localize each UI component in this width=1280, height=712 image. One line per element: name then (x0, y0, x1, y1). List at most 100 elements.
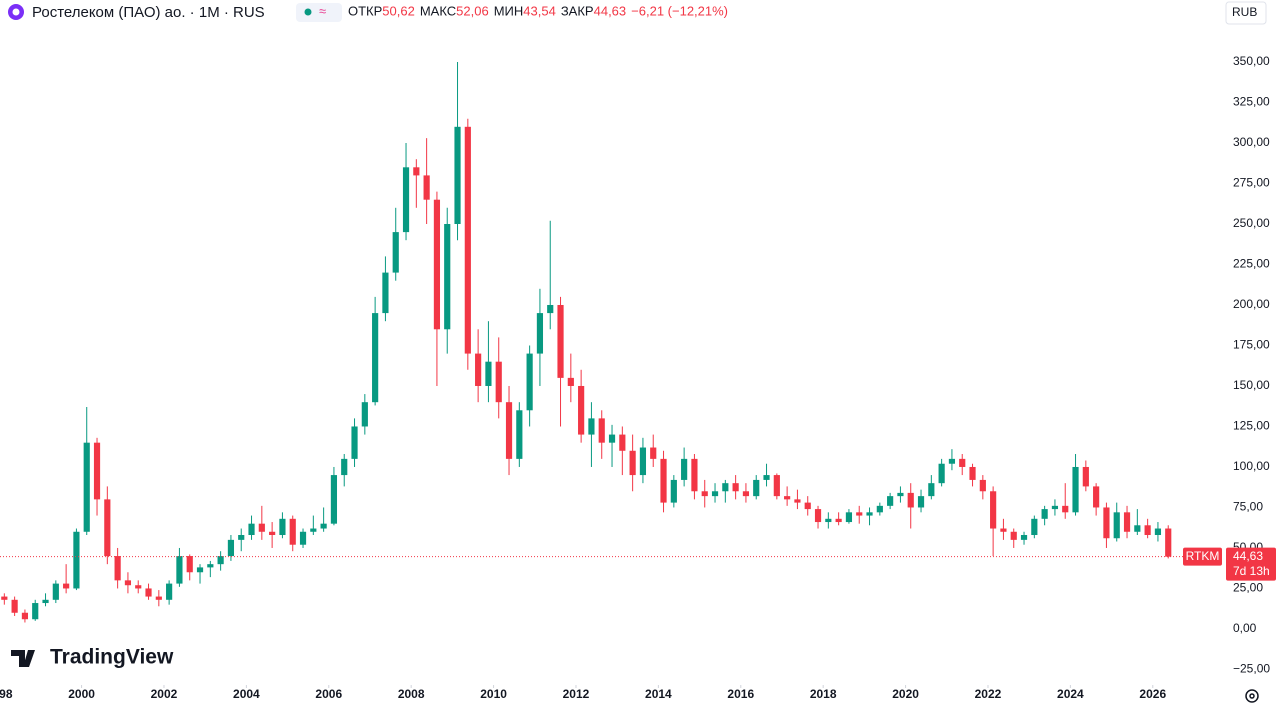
candle-body (990, 491, 997, 529)
ohlc-value: 52,06 (456, 3, 489, 18)
countdown-text: 7d 13h (1233, 564, 1270, 578)
candle-body (629, 450, 636, 476)
candle-body (21, 612, 29, 620)
candle-body (866, 512, 873, 516)
candle-body (917, 496, 925, 508)
y-tick-label: −25,00 (1233, 662, 1270, 676)
candle-body (351, 426, 358, 459)
candle-body (681, 458, 688, 480)
x-tick-label: 2006 (315, 687, 342, 701)
y-tick-label: 100,00 (1233, 459, 1270, 473)
axes: −25,000,0025,0050,0075,00100,00125,00150… (0, 54, 1276, 701)
candle-body (93, 442, 101, 500)
candle-body (670, 479, 677, 503)
candle-body (330, 475, 338, 524)
candle-body (1113, 512, 1120, 539)
tradingview-logo: TradingView (11, 646, 174, 669)
currency-box[interactable] (1225, 1, 1267, 25)
candle-body (1, 596, 8, 600)
candle-body (392, 232, 399, 273)
candle-body (63, 583, 70, 589)
market-status (304, 8, 312, 16)
candle-body (639, 447, 647, 476)
candle-body (217, 556, 224, 565)
candle-body (114, 556, 121, 581)
settings-ring[interactable] (1245, 689, 1259, 703)
candle-body (763, 475, 770, 480)
ohlc-value: 43,54 (523, 3, 556, 18)
candle-body (588, 418, 595, 435)
candle-body (948, 458, 956, 464)
candle-body (1020, 535, 1028, 540)
settings-icon[interactable] (1245, 689, 1259, 703)
candle-body (856, 512, 863, 516)
candle-body (299, 531, 307, 545)
y-tick-label: 75,00 (1233, 500, 1263, 514)
candle-body (166, 583, 173, 600)
settings-core[interactable] (1249, 693, 1255, 699)
candle-body (753, 479, 760, 497)
candle-body (42, 599, 49, 604)
candle-body (732, 483, 739, 492)
x-tick-label: 2004 (233, 687, 260, 701)
ohlc-label: ОТКР (348, 3, 382, 18)
candle-body (526, 353, 533, 411)
candle-body (269, 531, 276, 536)
header: Ростелеком (ПАО) ао. · 1M · RUS ≈ ОТКР 50… (8, 1, 1267, 25)
logo-text: TradingView (50, 646, 174, 669)
price-badge (1226, 547, 1276, 581)
candle-body (413, 167, 420, 176)
candle-body (598, 418, 605, 443)
candle-body (691, 458, 698, 492)
x-tick-label: 1998 (0, 687, 13, 701)
currency[interactable]: RUB (1232, 5, 1257, 19)
y-tick-label: 325,00 (1233, 95, 1270, 109)
candle-body (845, 512, 853, 523)
candle-body (619, 434, 626, 451)
price-badge-text: 44,63 (1233, 549, 1263, 563)
candle-body (196, 567, 204, 573)
candle-body (310, 528, 317, 532)
candle-body (341, 458, 348, 476)
x-tick-label: 2000 (68, 687, 95, 701)
symbol-logo-inner (12, 8, 20, 16)
candle-body (279, 518, 286, 536)
candle-body (1010, 531, 1017, 540)
candle-body (928, 483, 935, 497)
candle-body (557, 304, 564, 378)
candle-body (608, 434, 616, 443)
candle-body (382, 272, 389, 314)
candle-body (145, 588, 152, 597)
candle-body (650, 447, 657, 459)
x-tick-label: 2002 (151, 687, 178, 701)
ohlc-value: 44,63 (594, 3, 627, 18)
y-tick-label: 200,00 (1233, 297, 1270, 311)
ohlc-change: −6,21 (−12,21%) (631, 3, 728, 18)
candle-body (402, 167, 410, 233)
candle-body (773, 475, 780, 497)
candle-body (495, 361, 502, 403)
symbol-title: Ростелеком (ПАО) ао. · 1M · RUS (32, 4, 265, 21)
ohlc-label: МИН (494, 3, 524, 18)
candle-body (423, 175, 430, 200)
candle-body (83, 442, 90, 532)
candle-body (135, 585, 142, 589)
wave-icon: ≈ (319, 3, 326, 18)
candle-body (1123, 512, 1131, 532)
candle-body (1031, 518, 1038, 536)
x-tick-label: 2010 (480, 687, 507, 701)
candle-body (701, 491, 708, 497)
candle-body (372, 313, 379, 403)
candle-body (1093, 486, 1100, 508)
candle-body (320, 523, 327, 529)
candle-body (485, 361, 492, 386)
candle-body (711, 491, 719, 497)
candle-body (516, 410, 523, 459)
x-tick-label: 2018 (810, 687, 837, 701)
candle-body (784, 496, 791, 500)
y-tick-label: 300,00 (1233, 135, 1270, 149)
candle-body (289, 518, 296, 545)
candle-body (1134, 525, 1141, 532)
y-tick-label: 225,00 (1233, 257, 1270, 271)
